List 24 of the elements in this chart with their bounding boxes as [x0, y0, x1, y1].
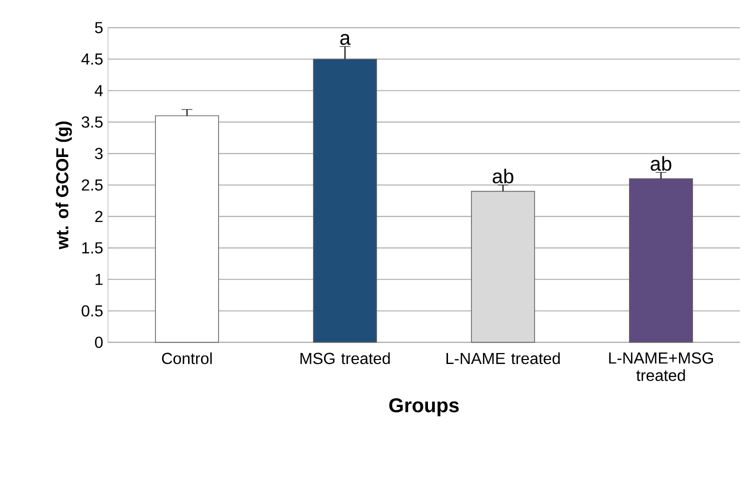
bar: [629, 178, 694, 343]
y-tick-label: 5: [95, 22, 103, 34]
y-tick-label: 4.5: [81, 54, 103, 65]
bar: [313, 58, 378, 343]
bar: [155, 115, 220, 343]
y-tick-label: 4: [94, 85, 103, 96]
y-tick-label: 3.5: [82, 116, 103, 128]
annotation: ab: [650, 156, 672, 171]
annotation: a: [340, 34, 351, 45]
x-tick-label: MSG treated: [300, 352, 390, 364]
y-axis-title: wt. of GCOF (g): [56, 122, 72, 250]
y-tick-label: 0: [95, 336, 103, 348]
y-tick-label: 0.5: [82, 305, 103, 317]
x-tick-label: Control: [162, 352, 212, 364]
y-tick-label: 1.5: [82, 242, 103, 254]
y-tick-label: 3: [95, 148, 103, 160]
annotation: ab: [492, 168, 514, 184]
x-tick-label: L-NAME treated: [446, 352, 560, 364]
bar: [471, 190, 536, 343]
y-tick-label: 1: [96, 274, 103, 285]
y-tick-label: 2.5: [82, 179, 103, 191]
x-tick-label: L-NAME+MSG treated: [609, 352, 713, 382]
x-axis-title: Groups: [389, 398, 459, 416]
y-tick-label: 2: [95, 210, 102, 222]
